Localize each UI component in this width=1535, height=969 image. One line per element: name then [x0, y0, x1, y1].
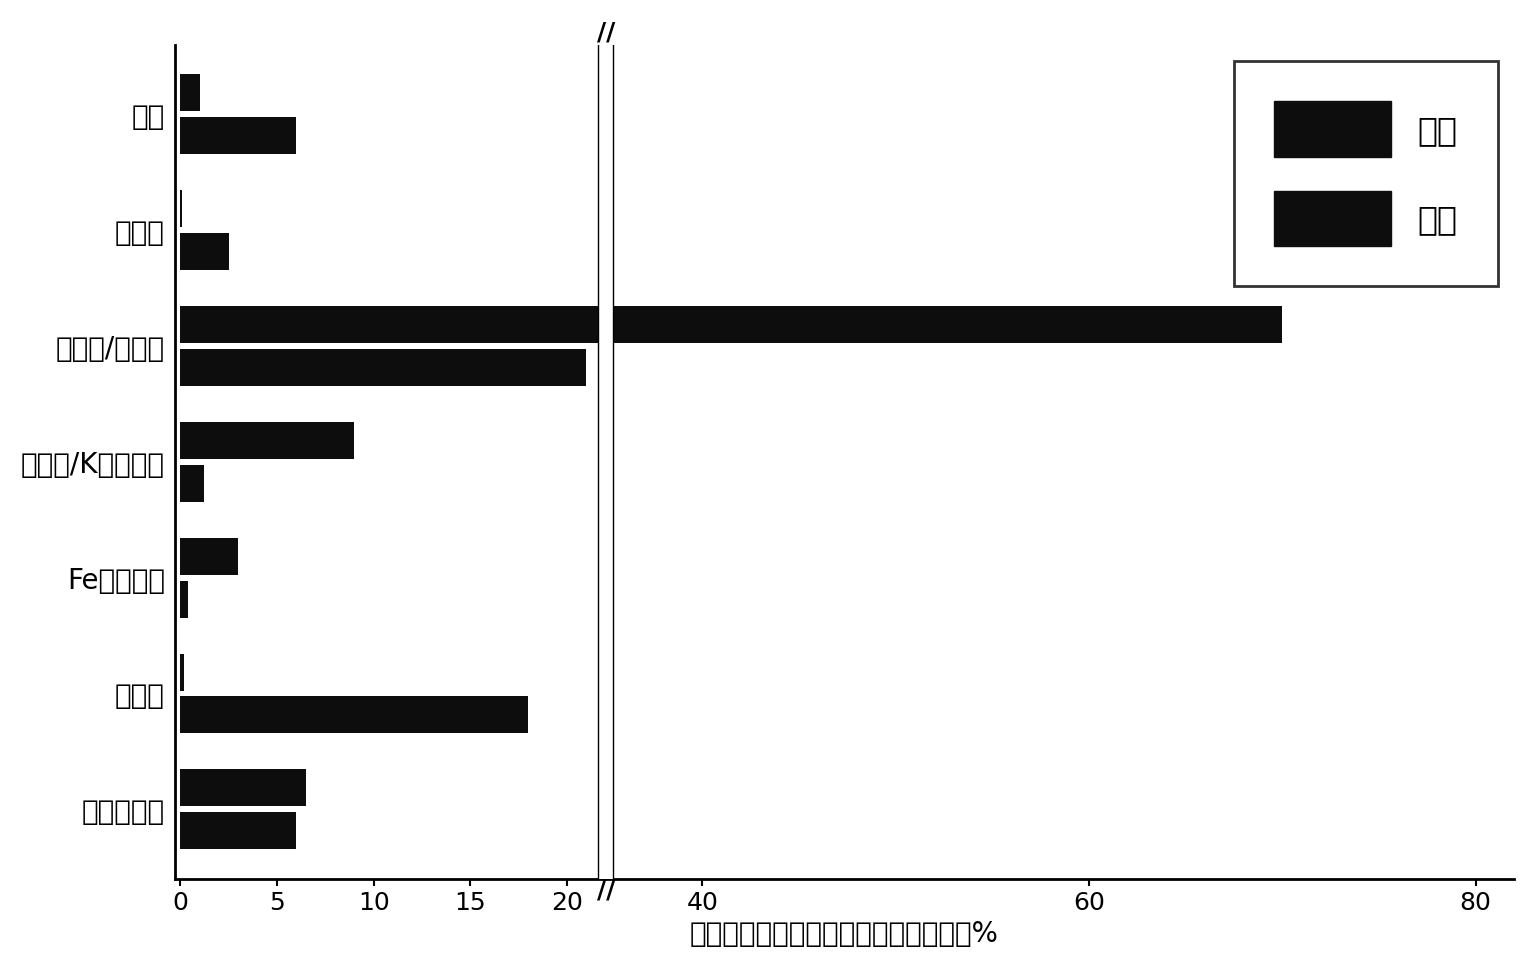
- Bar: [180, 306, 599, 343]
- Bar: [180, 75, 200, 111]
- Bar: [180, 653, 184, 691]
- Text: //: //: [597, 20, 614, 45]
- X-axis label: 原煎与煎灰中矿物成分的种类与含量，%: 原煎与煎灰中矿物成分的种类与含量，%: [689, 921, 999, 949]
- Bar: [180, 117, 296, 154]
- Bar: [180, 234, 229, 270]
- Bar: [180, 580, 189, 617]
- Bar: [180, 465, 204, 502]
- Bar: [614, 306, 1282, 343]
- Bar: [180, 538, 238, 575]
- Bar: [180, 769, 305, 806]
- Bar: [180, 697, 528, 734]
- Text: //: //: [597, 879, 614, 903]
- Bar: [599, 45, 614, 879]
- Bar: [180, 812, 296, 849]
- Bar: [180, 422, 355, 459]
- Bar: [180, 349, 586, 386]
- Legend: 原煎, 煎灰: 原煎, 煎灰: [1234, 61, 1498, 287]
- Bar: [180, 190, 183, 228]
